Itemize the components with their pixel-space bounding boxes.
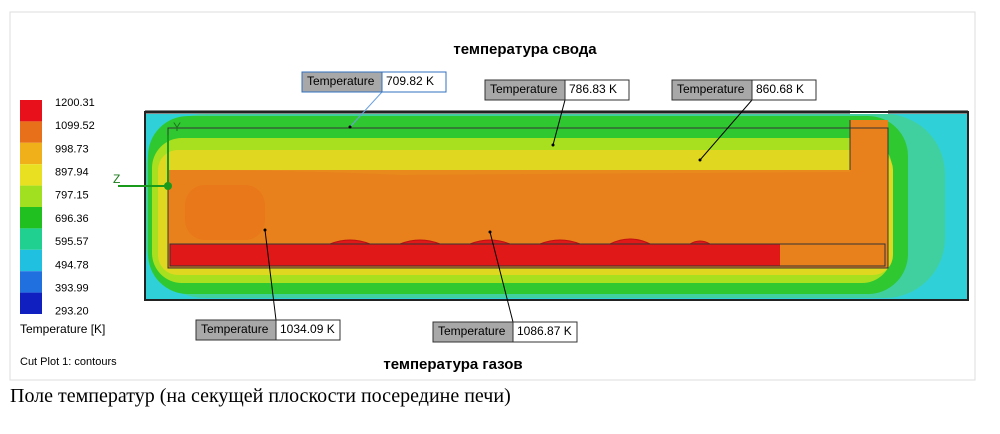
probe-label: Temperature	[307, 74, 375, 88]
legend-value: 595.57	[55, 236, 89, 248]
legend-value: 393.99	[55, 283, 89, 295]
probe-value: 1034.09 K	[280, 322, 335, 336]
legend-swatch	[20, 271, 42, 293]
legend-swatch	[20, 207, 42, 229]
probe-leader	[489, 231, 514, 323]
legend-value: 494.78	[55, 259, 89, 271]
legend-swatch	[20, 121, 42, 143]
legend-swatch	[20, 142, 42, 165]
axis-triad	[118, 135, 172, 190]
probe-point	[551, 143, 555, 147]
legend-value: 998.73	[55, 143, 89, 155]
legend-swatch	[20, 292, 42, 314]
probe-value: 1086.87 K	[517, 324, 572, 338]
probe-value: 786.83 K	[569, 82, 617, 96]
legend-title: Temperature [K]	[20, 322, 105, 336]
legend-value: 897.94	[55, 167, 89, 179]
probe-label: Temperature	[201, 322, 269, 336]
legend-value: 293.20	[55, 306, 89, 318]
probe-value-cell	[275, 319, 341, 341]
legend-value: 1200.31	[55, 97, 95, 109]
axis-label: Y	[173, 120, 181, 134]
probe-leader	[699, 99, 753, 161]
probe-leader	[264, 229, 277, 321]
legend-value: 1099.52	[55, 120, 95, 132]
probe-point	[488, 230, 492, 234]
bottom-title: температура газов	[383, 356, 522, 373]
legend-swatch	[20, 100, 42, 122]
probe-point	[263, 228, 267, 232]
probe-point	[348, 125, 352, 129]
legend-swatch	[20, 185, 42, 207]
legend-value: 696.36	[55, 213, 89, 225]
probe-value-cell	[381, 71, 447, 93]
probe-leader	[349, 91, 383, 128]
probe-point	[698, 158, 702, 162]
probe-label: Temperature	[677, 82, 745, 96]
axis-label: Z	[113, 172, 120, 186]
legend-swatch	[20, 228, 42, 250]
plot-name: Cut Plot 1: contours	[20, 356, 117, 368]
probe-label: Temperature	[438, 324, 506, 338]
probe-value: 709.82 K	[386, 74, 434, 88]
probe-value-cell	[512, 321, 578, 343]
probe-leader	[552, 99, 566, 146]
probe-value-cell	[564, 79, 630, 101]
probes: Temperature 709.82 K Temperature 786.83 K Te…	[195, 71, 817, 343]
top-title: температура свода	[453, 41, 597, 58]
caption: Поле температур (на секущей плоскости по…	[10, 385, 511, 407]
contour-field	[144, 108, 969, 301]
legend-swatch	[20, 164, 42, 186]
legend-value: 797.15	[55, 190, 89, 202]
probe-value: 860.68 K	[756, 82, 804, 96]
probe-value-cell	[751, 79, 817, 101]
legend-swatch	[20, 249, 42, 272]
legend: 1200.31 1099.52 998.73 897.94 797.15 696.36 59…	[20, 97, 95, 318]
probe-label: Temperature	[490, 82, 558, 96]
